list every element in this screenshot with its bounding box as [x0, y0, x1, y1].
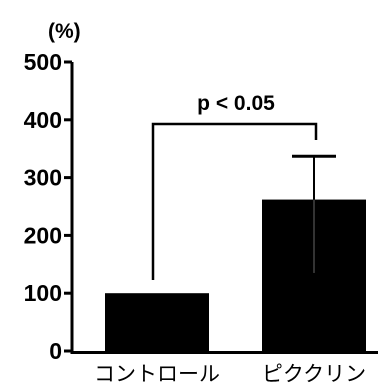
y-tick-label: 0	[49, 338, 62, 364]
category-labels: コントロール ピククリン	[94, 362, 366, 385]
y-tick-label: 500	[24, 49, 62, 75]
significance-bracket-line	[151, 122, 318, 280]
significance-label: p < 0.05	[197, 92, 275, 115]
y-tick-label: 300	[24, 165, 62, 191]
y-tick-label: 200	[24, 222, 62, 248]
y-tick-label: 100	[24, 280, 62, 306]
bars	[105, 199, 366, 351]
bar	[105, 293, 209, 351]
category-label: ピククリン	[262, 362, 366, 385]
y-axis-unit-label: (%)	[48, 20, 81, 43]
significance-bracket: p < 0.05	[151, 92, 318, 280]
category-label: コントロール	[94, 362, 220, 385]
error-bars	[292, 154, 336, 273]
y-tick-label: 400	[24, 107, 62, 133]
y-axis-ticks: 0 100 200 300 400 500	[24, 49, 72, 364]
